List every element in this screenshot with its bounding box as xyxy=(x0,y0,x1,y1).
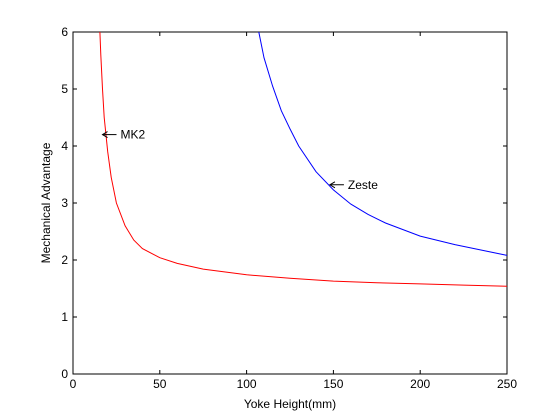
x-tick-label: 0 xyxy=(70,377,77,391)
series-line-zeste xyxy=(258,31,508,256)
y-tick-label: 5 xyxy=(61,82,68,96)
y-tick-label: 1 xyxy=(61,310,68,324)
x-tick-label: 200 xyxy=(410,377,430,391)
x-tick-label: 100 xyxy=(237,377,257,391)
y-tick-label: 3 xyxy=(61,196,68,210)
annotation-label-zeste: Zeste xyxy=(348,178,378,192)
annotation-label-mk2: MK2 xyxy=(121,128,146,142)
series-line-mk2 xyxy=(99,31,508,287)
x-tick-label: 50 xyxy=(153,377,167,391)
plot-area xyxy=(72,31,508,375)
y-tick-label: 0 xyxy=(61,367,68,381)
annotation-arrowhead-zeste xyxy=(328,181,336,189)
y-tick-label: 4 xyxy=(61,139,68,153)
y-axis-title: Mechanical Advantage xyxy=(39,142,53,263)
series-layer xyxy=(99,31,508,287)
y-tick-label: 6 xyxy=(61,25,68,39)
y-tick-label: 2 xyxy=(61,253,68,267)
x-tick-label: 250 xyxy=(497,377,517,391)
annotation-layer: MK2 Zeste xyxy=(101,128,378,192)
x-axis-title: Yoke Height(mm) xyxy=(244,397,336,411)
x-tick-label: 150 xyxy=(323,377,343,391)
annotation-arrowhead-mk2 xyxy=(101,131,108,139)
ticks-layer: 0 50 100 150 200 250 0 1 2 3 4 5 6 xyxy=(61,25,517,391)
